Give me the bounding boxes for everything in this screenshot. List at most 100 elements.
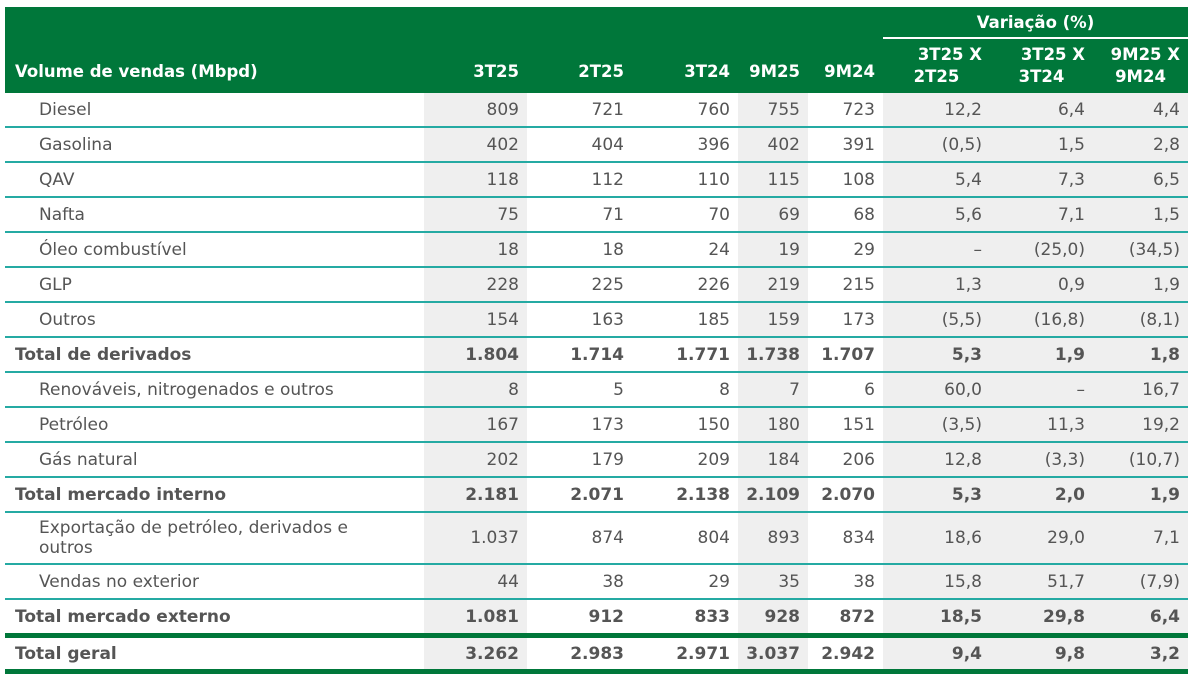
cell-value: 402 — [424, 127, 527, 163]
cell-value: 1,9 — [1093, 267, 1188, 303]
cell-value: 721 — [527, 93, 632, 128]
cell-value: 173 — [808, 302, 883, 338]
cell-value: 8 — [424, 372, 527, 408]
cell-value: 71 — [527, 197, 632, 233]
cell-value: (25,0) — [990, 232, 1093, 268]
row-label: QAV — [5, 162, 424, 198]
cell-value: 3.262 — [424, 635, 527, 674]
cell-value: 1,5 — [990, 127, 1093, 163]
cell-value: 154 — [424, 302, 527, 338]
cell-value: – — [990, 372, 1093, 408]
cell-value: 5,4 — [883, 162, 990, 198]
cell-value: 167 — [424, 407, 527, 443]
variation-col-header-line: 2T25 — [913, 67, 960, 86]
cell-value: 12,8 — [883, 442, 990, 478]
col-header: 9M24 — [808, 7, 883, 93]
cell-value: 723 — [808, 93, 883, 128]
cell-value: 11,3 — [990, 407, 1093, 443]
row-label: GLP — [5, 267, 424, 303]
cell-value: 35 — [738, 564, 808, 600]
table-row: Gasolina 402 404 396 402 391 (0,5) 1,5 2,8 — [5, 127, 1188, 163]
cell-value: 226 — [632, 267, 738, 303]
cell-value: 18,5 — [883, 599, 990, 638]
cell-value: 833 — [632, 599, 738, 638]
table-row: Diesel 809 721 760 755 723 12,2 6,4 4,4 — [5, 93, 1188, 128]
cell-value: 6,4 — [990, 93, 1093, 128]
cell-value: 874 — [527, 512, 632, 565]
cell-value: 60,0 — [883, 372, 990, 408]
cell-value: 834 — [808, 512, 883, 565]
cell-value: 159 — [738, 302, 808, 338]
cell-value: 928 — [738, 599, 808, 638]
cell-value: 5,6 — [883, 197, 990, 233]
cell-value: 1,9 — [990, 337, 1093, 373]
cell-value: 5,3 — [883, 337, 990, 373]
variation-col-header: 3T25 X 2T25 — [883, 38, 990, 93]
cell-value: 1.771 — [632, 337, 738, 373]
cell-value: 29 — [632, 564, 738, 600]
cell-value: 6,5 — [1093, 162, 1188, 198]
cell-value: 173 — [527, 407, 632, 443]
cell-value: 1,8 — [1093, 337, 1188, 373]
cell-value: 16,7 — [1093, 372, 1188, 408]
col-header: 3T25 — [424, 7, 527, 93]
row-label: Renováveis, nitrogenados e outros — [5, 372, 424, 408]
cell-value: 7 — [738, 372, 808, 408]
cell-value: 44 — [424, 564, 527, 600]
cell-value: 402 — [738, 127, 808, 163]
cell-value: 18 — [424, 232, 527, 268]
cell-value: 18 — [527, 232, 632, 268]
cell-value: 1.804 — [424, 337, 527, 373]
sales-volume-table: Volume de vendas (Mbpd) 3T25 2T25 3T24 9… — [5, 7, 1188, 674]
cell-value: 202 — [424, 442, 527, 478]
cell-value: (7,9) — [1093, 564, 1188, 600]
cell-value: 1.081 — [424, 599, 527, 638]
cell-value: 5,3 — [883, 477, 990, 513]
cell-value: 209 — [632, 442, 738, 478]
cell-value: 163 — [527, 302, 632, 338]
cell-value: 24 — [632, 232, 738, 268]
variation-group-header: Variação (%) — [883, 7, 1188, 39]
variation-col-header: 9M25 X 9M24 — [1093, 38, 1188, 93]
cell-value: 8 — [632, 372, 738, 408]
cell-value: (8,1) — [1093, 302, 1188, 338]
table-row: GLP 228 225 226 219 215 1,3 0,9 1,9 — [5, 267, 1188, 303]
cell-value: 2.942 — [808, 635, 883, 674]
cell-value: 38 — [808, 564, 883, 600]
cell-value: 4,4 — [1093, 93, 1188, 128]
row-label: Total geral — [5, 635, 424, 674]
row-label: Diesel — [5, 93, 424, 128]
table-row: Total geral 3.262 2.983 2.971 3.037 2.942 9,4 9… — [5, 635, 1188, 674]
cell-value: 872 — [808, 599, 883, 638]
cell-value: 150 — [632, 407, 738, 443]
cell-value: (16,8) — [990, 302, 1093, 338]
table-row: Outros 154 163 185 159 173 (5,5) (16,8) (8,1) — [5, 302, 1188, 338]
cell-value: 1.738 — [738, 337, 808, 373]
cell-value: 396 — [632, 127, 738, 163]
row-label: Gás natural — [5, 442, 424, 478]
cell-value: 225 — [527, 267, 632, 303]
cell-value: (10,7) — [1093, 442, 1188, 478]
cell-value: 2.983 — [527, 635, 632, 674]
variation-col-header-line: 9M25 X — [1110, 45, 1180, 64]
cell-value: 110 — [632, 162, 738, 198]
cell-value: 19 — [738, 232, 808, 268]
cell-value: 9,4 — [883, 635, 990, 674]
cell-value: 2,0 — [990, 477, 1093, 513]
cell-value: 0,9 — [990, 267, 1093, 303]
cell-value: 912 — [527, 599, 632, 638]
row-label: Óleo combustível — [5, 232, 424, 268]
cell-value: 2.138 — [632, 477, 738, 513]
cell-value: 2.181 — [424, 477, 527, 513]
cell-value: 179 — [527, 442, 632, 478]
cell-value: 228 — [424, 267, 527, 303]
row-label: Total mercado externo — [5, 599, 424, 638]
cell-value: 9,8 — [990, 635, 1093, 674]
col-header: 2T25 — [527, 7, 632, 93]
cell-value: 29 — [808, 232, 883, 268]
cell-value: 69 — [738, 197, 808, 233]
cell-value: 7,3 — [990, 162, 1093, 198]
cell-value: 3.037 — [738, 635, 808, 674]
table-row: Total de derivados 1.804 1.714 1.771 1.738 1.… — [5, 337, 1188, 373]
cell-value: 2.070 — [808, 477, 883, 513]
